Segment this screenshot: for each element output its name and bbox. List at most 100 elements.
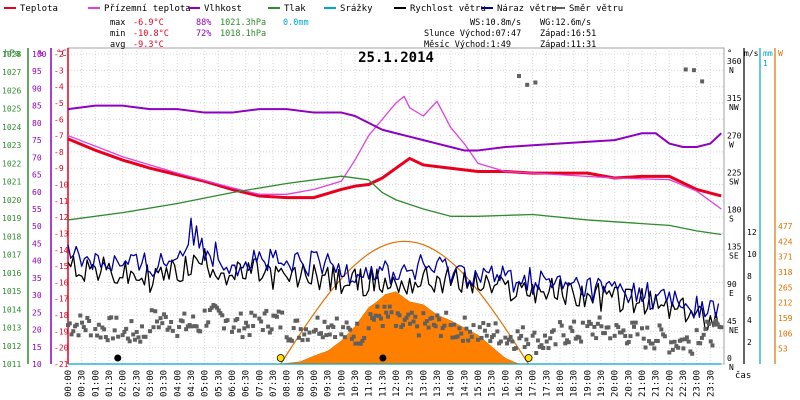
humidity-unit: % <box>38 49 44 59</box>
humidity-tick: 75 <box>32 136 42 145</box>
x-tick-label: 16:00 <box>501 370 511 397</box>
wind-tick: 4 <box>747 316 752 325</box>
humidity-tick: 65 <box>32 171 42 180</box>
wind-direction-point <box>701 332 706 337</box>
wind-direction-point <box>580 320 585 325</box>
wind-direction-point <box>209 305 214 310</box>
wind-direction-point <box>659 327 664 332</box>
wind-direction-point <box>460 338 465 343</box>
humidity-tick: 20 <box>32 326 42 335</box>
wind-direction-point <box>510 339 515 344</box>
x-tick-label: 17:00 <box>529 370 539 397</box>
wind-direction-point <box>214 305 219 310</box>
wind-direction-point <box>597 315 602 320</box>
temperature-tick: -9 <box>54 164 64 173</box>
wind-direction-point <box>148 329 152 334</box>
wind-direction-point <box>389 310 394 315</box>
wind-direction-point <box>525 82 530 87</box>
wind-direction-point <box>559 323 564 328</box>
wind-direction-point <box>401 322 406 327</box>
temperature-tick: -20 <box>54 344 69 353</box>
wind-direction-point <box>382 304 387 309</box>
moonrise-marker <box>114 354 122 362</box>
wind-direction-point <box>440 326 445 331</box>
humidity-tick: 40 <box>32 257 42 266</box>
wind-direction-point <box>619 330 624 335</box>
x-tick-label: 11:30 <box>378 370 388 397</box>
wind-direction-point <box>483 328 488 333</box>
wind-direction-point <box>80 320 85 325</box>
wind-direction-point <box>464 326 469 331</box>
wind-direction-point <box>690 351 695 356</box>
stat-ws: WS:10.8m/s <box>470 18 521 28</box>
wind-direction-point <box>257 316 262 321</box>
temperature-tick: -7 <box>54 132 64 141</box>
wind-direction-point <box>551 328 556 333</box>
pressure-unit: hPa <box>4 49 20 59</box>
wind-direction-point <box>397 313 402 318</box>
wind-direction-point <box>541 346 546 351</box>
wind-direction-point <box>688 349 693 354</box>
wind-direction-point <box>467 329 472 334</box>
wind-direction-point <box>488 339 493 344</box>
wind-direction-point <box>244 320 249 325</box>
x-tick-label: 04:30 <box>187 370 197 397</box>
x-tick-label: 19:30 <box>597 370 607 397</box>
wind-direction-point <box>444 310 449 315</box>
wind-direction-point <box>572 319 577 324</box>
humidity-tick: 80 <box>32 119 42 128</box>
stat-sun-rise: Slunce Východ:07:47 <box>424 29 521 39</box>
solar-tick: 424 <box>778 237 793 246</box>
humidity-tick: 15 <box>32 343 42 352</box>
wind-direction-point <box>640 326 644 331</box>
direction-unit: ° <box>727 49 732 59</box>
pressure-tick: 1020 <box>2 196 21 205</box>
direction-tick-label: SW <box>729 177 739 186</box>
wind-direction-point <box>298 327 303 332</box>
wind-direction-point <box>683 67 688 72</box>
wind-direction-point <box>448 323 453 328</box>
x-tick-label: 22:30 <box>679 370 689 397</box>
wind-direction-point <box>421 311 426 316</box>
wind-direction-point <box>452 322 457 327</box>
wind-direction-point <box>182 311 187 316</box>
wind-direction-point <box>585 324 590 329</box>
wind-direction-point <box>235 317 240 322</box>
wind-direction-point <box>435 313 440 318</box>
wind-direction-point <box>628 334 633 339</box>
wind-direction-point <box>249 310 254 315</box>
wind-direction-point <box>127 339 132 344</box>
wind-direction-point <box>568 325 573 330</box>
wind-direction-point <box>71 329 76 334</box>
humidity-tick: 85 <box>32 102 42 111</box>
x-tick-label: 07:00 <box>255 370 265 397</box>
wind-direction-point <box>479 335 484 340</box>
wind-direction-point <box>594 336 599 341</box>
pressure-tick: 1026 <box>2 86 21 95</box>
humidity-tick: 25 <box>32 308 42 317</box>
humidity-tick: 30 <box>32 291 42 300</box>
legend-label: Srážky <box>340 4 373 14</box>
temperature-tick: -12 <box>54 213 69 222</box>
wind-direction-point <box>120 333 125 338</box>
wind-direction-point <box>322 319 327 324</box>
x-tick-label: 18:30 <box>570 370 580 397</box>
wind-direction-point <box>139 324 144 329</box>
x-tick-label: 23:30 <box>706 370 716 397</box>
direction-tick-label: NW <box>729 103 739 112</box>
wind-direction-point <box>247 333 252 338</box>
wind-tick: 10 <box>747 250 757 259</box>
wind-direction-point <box>641 336 646 341</box>
direction-tick: 225 <box>727 168 742 177</box>
x-tick-label: 14:30 <box>460 370 470 397</box>
wind-direction-point <box>691 68 696 73</box>
direction-tick: 360 <box>727 57 742 66</box>
wind-direction-point <box>535 338 540 343</box>
wind-direction-point <box>404 315 409 320</box>
wind-direction-point <box>533 80 538 85</box>
wind-direction-point <box>238 311 243 316</box>
wind-direction-point <box>469 334 474 339</box>
wind-direction-point <box>558 320 562 325</box>
solar-tick: 106 <box>778 329 793 338</box>
stat-label: avg <box>110 40 125 50</box>
